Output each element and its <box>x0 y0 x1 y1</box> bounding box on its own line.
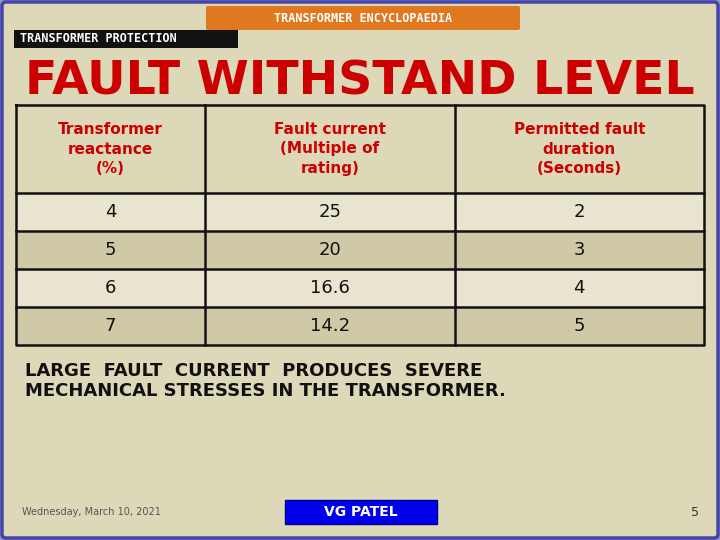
Bar <box>16 231 704 269</box>
Text: Permitted fault
duration
(Seconds): Permitted fault duration (Seconds) <box>513 122 645 176</box>
Text: TRANSFORMER ENCYCLOPAEDIA: TRANSFORMER ENCYCLOPAEDIA <box>274 11 452 24</box>
Text: 2: 2 <box>574 203 585 221</box>
Text: MECHANICAL STRESSES IN THE TRANSFORMER.: MECHANICAL STRESSES IN THE TRANSFORMER. <box>25 382 506 400</box>
Text: 5: 5 <box>574 317 585 335</box>
Text: 5: 5 <box>691 505 699 518</box>
Text: 20: 20 <box>318 241 341 259</box>
Bar <box>16 193 704 231</box>
Text: 3: 3 <box>574 241 585 259</box>
Text: 14.2: 14.2 <box>310 317 350 335</box>
Text: 6: 6 <box>105 279 117 297</box>
Text: 7: 7 <box>105 317 117 335</box>
Text: FAULT WITHSTAND LEVEL: FAULT WITHSTAND LEVEL <box>25 59 695 105</box>
Bar <box>16 269 704 307</box>
Text: VG PATEL: VG PATEL <box>324 505 398 519</box>
FancyBboxPatch shape <box>206 6 520 30</box>
Text: 5: 5 <box>105 241 117 259</box>
Text: 25: 25 <box>318 203 341 221</box>
Text: LARGE  FAULT  CURRENT  PRODUCES  SEVERE: LARGE FAULT CURRENT PRODUCES SEVERE <box>25 362 482 380</box>
Text: 16.6: 16.6 <box>310 279 350 297</box>
Bar <box>16 307 704 345</box>
Text: Wednesday, March 10, 2021: Wednesday, March 10, 2021 <box>22 507 161 517</box>
Text: 4: 4 <box>105 203 117 221</box>
Text: Fault current
(Multiple of
rating): Fault current (Multiple of rating) <box>274 122 386 176</box>
Bar <box>16 105 704 193</box>
Bar <box>285 500 437 524</box>
Text: TRANSFORMER PROTECTION: TRANSFORMER PROTECTION <box>20 32 176 45</box>
Text: Transformer
reactance
(%): Transformer reactance (%) <box>58 122 163 176</box>
Text: 4: 4 <box>574 279 585 297</box>
Bar <box>14 30 238 48</box>
